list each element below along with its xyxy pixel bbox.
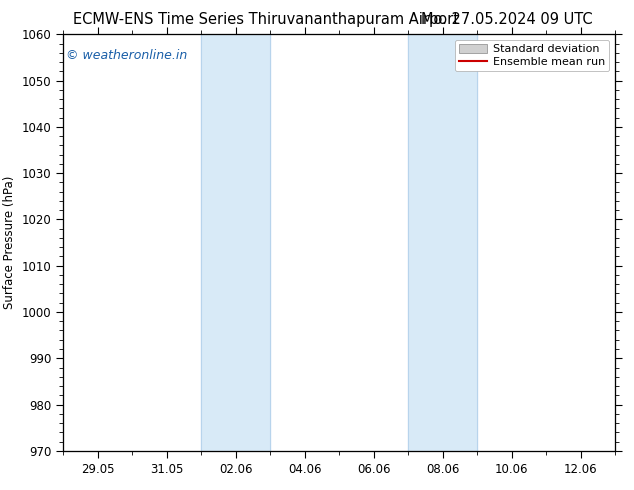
Text: ECMW-ENS Time Series Thiruvananthapuram Airport: ECMW-ENS Time Series Thiruvananthapuram … (74, 12, 459, 27)
Text: © weatheronline.in: © weatheronline.in (66, 49, 188, 62)
Legend: Standard deviation, Ensemble mean run: Standard deviation, Ensemble mean run (455, 40, 609, 71)
Bar (408, 34, 477, 451)
Bar (202, 34, 270, 451)
Y-axis label: Surface Pressure (hPa): Surface Pressure (hPa) (3, 176, 16, 309)
Text: Mo. 27.05.2024 09 UTC: Mo. 27.05.2024 09 UTC (422, 12, 593, 27)
